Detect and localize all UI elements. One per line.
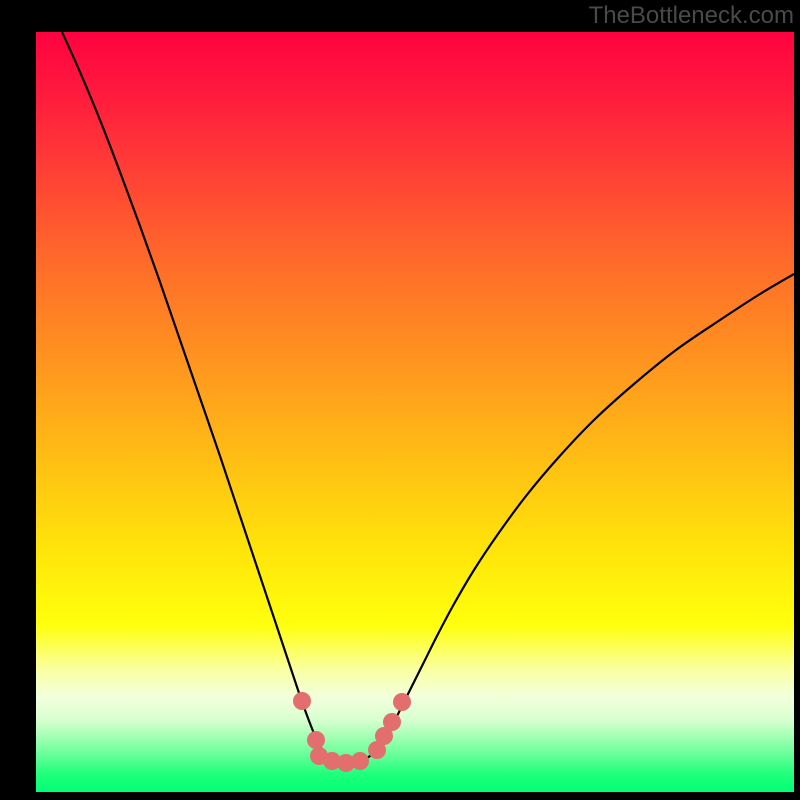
data-marker (307, 731, 325, 749)
chart-frame: TheBottleneck.com (0, 0, 800, 800)
data-marker (293, 692, 311, 710)
bottleneck-v-curve-chart (0, 0, 800, 800)
data-marker (383, 713, 401, 731)
data-marker (351, 752, 369, 770)
watermark-text: TheBottleneck.com (589, 2, 794, 30)
data-marker (393, 693, 411, 711)
